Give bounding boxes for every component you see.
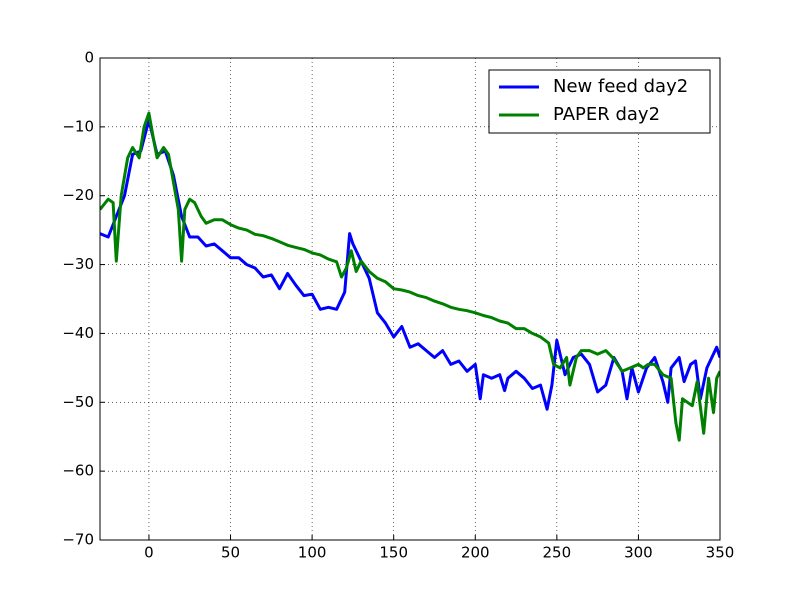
x-tick-label: 200: [461, 544, 490, 562]
y-tick-label: −40: [62, 324, 94, 342]
data-line: [100, 118, 720, 411]
y-tick-label: −70: [62, 531, 94, 549]
y-tick-label: −30: [62, 255, 94, 273]
y-tick-label: 0: [84, 49, 94, 67]
x-tick-label: 350: [706, 544, 735, 562]
x-tick-label: 250: [543, 544, 572, 562]
legend-label: PAPER day2: [553, 104, 660, 125]
y-tick-label: −50: [62, 393, 94, 411]
plot-frame: [99, 57, 721, 541]
y-tick-label: −60: [62, 462, 94, 480]
plot-area: [100, 58, 720, 540]
y-tick-label: −10: [62, 117, 94, 135]
y-tick-label: −20: [62, 186, 94, 204]
x-tick-label: 100: [298, 544, 327, 562]
x-tick-label: 300: [624, 544, 653, 562]
x-tick-label: 50: [221, 544, 240, 562]
data-line: [100, 111, 720, 442]
legend-label: New feed day2: [553, 76, 688, 97]
x-tick-label: 0: [144, 544, 154, 562]
x-tick-label: 150: [379, 544, 408, 562]
legend-box: [488, 69, 711, 134]
